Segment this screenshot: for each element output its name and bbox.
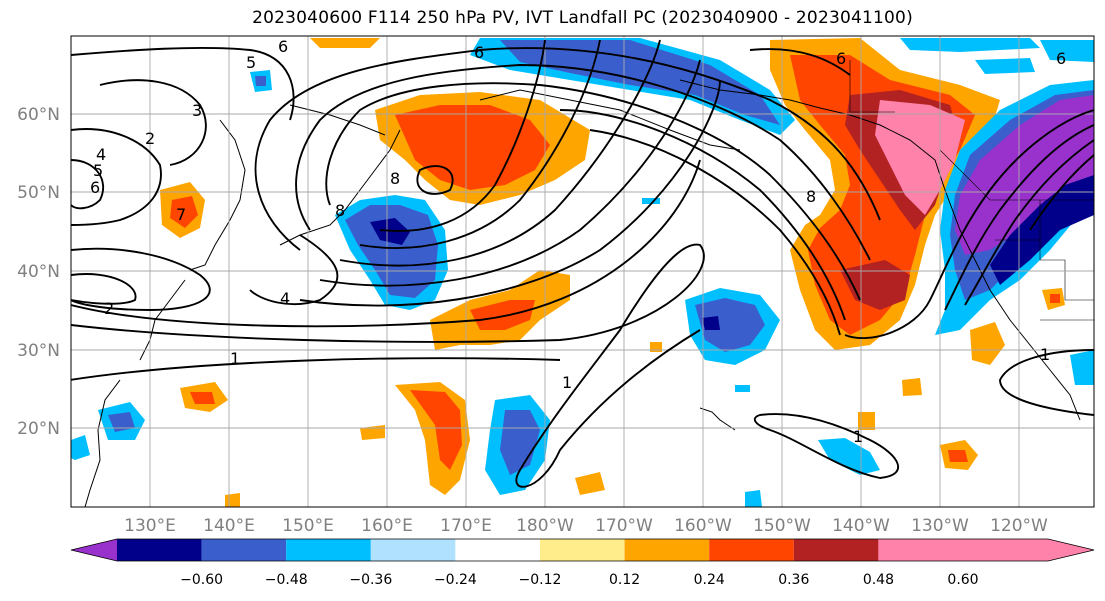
lon-tick-label: 140°E bbox=[203, 516, 255, 536]
map-frame bbox=[70, 35, 1095, 508]
colorbar-segment bbox=[117, 539, 202, 561]
colorbar-extend-max bbox=[963, 539, 1094, 561]
contour-label: 4 bbox=[280, 289, 290, 308]
lat-tick-label: 50°N bbox=[17, 183, 60, 203]
colorbar-tick-label: 0.12 bbox=[609, 572, 640, 588]
gridlines bbox=[71, 36, 1094, 507]
map-title: 2023040600 F114 250 hPa PV, IVT Landfall… bbox=[252, 8, 913, 28]
colorbar: −0.60 −0.48 −0.36 −0.24 −0.12 0.12 0.24 … bbox=[70, 538, 1095, 588]
colorbar-segment bbox=[878, 539, 963, 561]
coastlines bbox=[84, 79, 1081, 507]
colorbar-segment bbox=[286, 539, 371, 561]
contour-label: 6 bbox=[836, 49, 846, 68]
contour-label: 1 bbox=[853, 427, 863, 446]
lon-tick-label: 140°W bbox=[832, 516, 890, 536]
lat-tick-label: 60°N bbox=[17, 105, 60, 125]
lon-tick-label: 170°E bbox=[440, 516, 492, 536]
colorbar-segment bbox=[793, 539, 879, 561]
lon-axis: 130°E 140°E 150°E 160°E 170°E 180°W 170°… bbox=[124, 516, 1048, 536]
colorbar-segment bbox=[370, 539, 456, 561]
contour-label: 1 bbox=[230, 349, 240, 368]
contour-label: 8 bbox=[390, 169, 400, 188]
lon-tick-label: 120°W bbox=[990, 516, 1048, 536]
contour-label: 6 bbox=[90, 178, 100, 197]
contour-label: 1 bbox=[1040, 345, 1050, 364]
colorbar-tick-label: −0.24 bbox=[434, 572, 477, 588]
colorbar-segment bbox=[540, 539, 625, 561]
contour-label: 2 bbox=[104, 299, 114, 318]
contour-label: 5 bbox=[93, 161, 103, 180]
colorbar-extend-min bbox=[71, 539, 117, 561]
contour-label: 2 bbox=[145, 129, 155, 148]
contour-label: 5 bbox=[246, 53, 256, 72]
lat-tick-label: 20°N bbox=[17, 419, 60, 439]
pv-contours bbox=[71, 39, 1094, 488]
colorbar-tick-label: 0.36 bbox=[778, 572, 809, 588]
contour-label: 6 bbox=[474, 43, 484, 62]
colorbar-segment bbox=[709, 539, 794, 561]
colorbar-segment bbox=[455, 539, 540, 561]
lon-tick-label: 170°W bbox=[595, 516, 653, 536]
lat-axis: 60°N 50°N 40°N 30°N 20°N bbox=[17, 105, 60, 439]
colorbar-tick-label: −0.60 bbox=[180, 572, 223, 588]
lat-tick-label: 40°N bbox=[17, 262, 60, 282]
lon-tick-label: 150°W bbox=[753, 516, 811, 536]
contour-label: 8 bbox=[806, 187, 816, 206]
colorbar-tick-label: 0.48 bbox=[863, 572, 894, 588]
colorbar-tick-label: −0.36 bbox=[349, 572, 392, 588]
contour-label: 4 bbox=[96, 145, 106, 164]
lon-tick-label: 130°W bbox=[911, 516, 969, 536]
contour-label: 7 bbox=[176, 205, 186, 224]
colorbar-outline bbox=[70, 538, 1095, 562]
contour-label: 6 bbox=[278, 37, 288, 56]
colorbar-tick-label: −0.48 bbox=[265, 572, 308, 588]
lat-tick-label: 30°N bbox=[17, 341, 60, 361]
colorbar-tick-label: 0.24 bbox=[694, 572, 725, 588]
contour-label: 3 bbox=[192, 101, 202, 120]
colorbar-segment bbox=[624, 539, 710, 561]
contour-label: 1 bbox=[562, 373, 572, 392]
colorbar-tick-label: 0.60 bbox=[947, 572, 978, 588]
lon-tick-label: 150°E bbox=[282, 516, 334, 536]
colorbar-segment bbox=[201, 539, 287, 561]
lon-tick-label: 180°W bbox=[516, 516, 574, 536]
colorbar-tick-label: −0.12 bbox=[519, 572, 562, 588]
lon-tick-label: 160°E bbox=[361, 516, 413, 536]
contour-label: 8 bbox=[335, 201, 345, 220]
contour-label: 6 bbox=[1056, 49, 1066, 68]
lon-tick-label: 130°E bbox=[124, 516, 176, 536]
lon-tick-label: 160°W bbox=[674, 516, 732, 536]
map-layers: 6 5 6 3 2 4 5 6 7 2 4 1 8 8 1 8 1 1 6 6 bbox=[71, 36, 1094, 507]
contour-labels: 6 5 6 3 2 4 5 6 7 2 4 1 8 8 1 8 1 1 6 6 bbox=[90, 37, 1066, 446]
